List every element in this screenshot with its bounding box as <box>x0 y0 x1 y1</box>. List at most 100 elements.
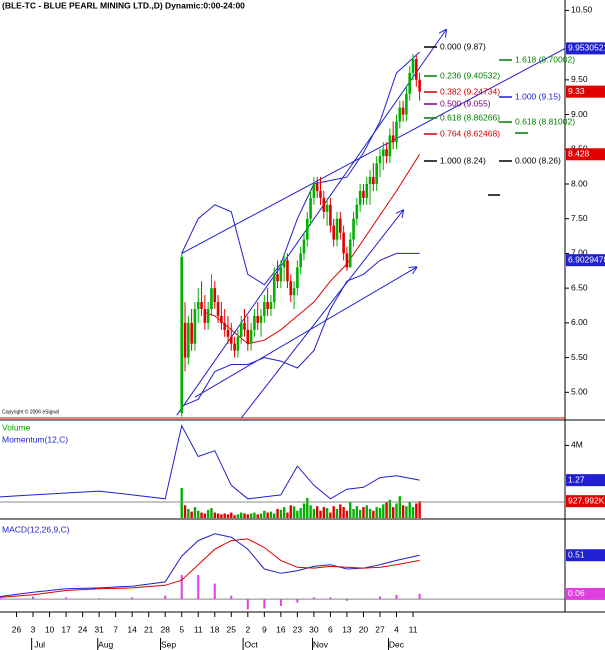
volume-bar <box>266 512 269 518</box>
price-box <box>566 42 605 55</box>
x-tick-label: 28 <box>160 624 170 634</box>
volume-bar <box>388 499 392 518</box>
price-box-label: 8.428 <box>568 149 590 159</box>
fib-label: 1.000 (9.15) <box>515 91 561 101</box>
macd-panel <box>0 533 565 610</box>
candle-body <box>236 336 240 351</box>
y-tick-label: 9.00 <box>571 109 588 119</box>
volume-bar <box>335 508 339 518</box>
candle-body <box>302 239 306 254</box>
volume-bar <box>415 503 418 518</box>
volume-bar <box>395 503 398 518</box>
volume-bar <box>273 513 276 518</box>
volume-bar <box>243 513 246 518</box>
price-panel <box>176 30 565 418</box>
candle-body <box>342 232 345 254</box>
y-tick-label: 4M <box>571 440 583 450</box>
candle-body <box>286 260 289 282</box>
candle-body <box>256 315 260 323</box>
volume-bar <box>246 514 250 518</box>
volume-bar <box>382 504 385 518</box>
x-tick-label: 25 <box>227 624 237 634</box>
candle-body <box>269 302 273 309</box>
volume-bar <box>206 509 210 518</box>
fib-label: 1.618 (9.70002) <box>515 54 575 64</box>
x-tick-label: 4 <box>394 624 399 634</box>
macd-box <box>566 549 605 562</box>
y-tick-label: 7.00 <box>571 248 588 258</box>
volume-bar <box>342 507 345 518</box>
trendline <box>240 210 403 418</box>
candle-body <box>398 107 402 122</box>
x-tick-label: 26 <box>12 624 22 634</box>
histogram-bar <box>418 593 421 600</box>
price-box-label: 9.33 <box>568 86 585 96</box>
candle-body <box>266 302 269 309</box>
volume-box <box>566 495 605 508</box>
fib-label: 0.382 (9.24734) <box>440 86 500 96</box>
volume-box-label: 927.992K <box>568 495 605 505</box>
trendline <box>181 47 565 254</box>
volume-bar <box>193 507 197 518</box>
volume-bar <box>355 506 359 518</box>
candle-body <box>246 329 250 344</box>
candle-body <box>415 59 418 80</box>
volume-bar <box>203 513 207 518</box>
x-tick-label: 30 <box>309 624 319 634</box>
price-box <box>566 148 605 161</box>
candle-body <box>408 72 412 94</box>
copyright: Copyright © 2006 eSignal <box>2 408 59 415</box>
candle-body <box>401 107 405 115</box>
chart-title: (BLE-TC - BLUE PEARL MINING LTD.,D) Dyna… <box>2 0 245 10</box>
candle-body <box>319 190 322 198</box>
histogram-bar <box>263 599 266 609</box>
x-tick-label: 2 <box>245 624 250 634</box>
x-tick-label: 10 <box>45 624 55 634</box>
candle-body <box>345 253 349 268</box>
histogram-bar <box>329 597 332 600</box>
histogram-box <box>566 587 605 600</box>
volume-bar <box>180 488 183 518</box>
candle-body <box>206 308 210 323</box>
candle-body <box>279 267 283 282</box>
x-tick-label: 20 <box>359 624 369 634</box>
x-tick-label: 11 <box>194 624 203 634</box>
candle-body <box>418 79 421 92</box>
candle-body <box>289 281 293 296</box>
candle-body <box>253 315 256 330</box>
y-tick-label: 7.50 <box>571 213 588 223</box>
histogram-bar <box>164 595 167 600</box>
fib-label: 0.236 (9.40532) <box>440 70 500 80</box>
candle-body <box>296 267 299 289</box>
x-tick-label: 11 <box>409 624 418 634</box>
band-lower <box>181 252 420 407</box>
trendline <box>176 30 446 416</box>
candle-body <box>405 93 408 115</box>
volume-bar <box>233 515 236 518</box>
candle-body <box>339 218 342 233</box>
volume-bar <box>385 501 388 518</box>
histogram-bar <box>230 595 233 600</box>
candle-body <box>226 329 230 337</box>
volume-bar <box>256 514 259 518</box>
candle-body <box>309 197 312 219</box>
candle-body <box>183 322 187 358</box>
volume-bar <box>279 509 283 518</box>
volume-bar <box>319 510 322 518</box>
candle-body <box>220 315 223 323</box>
histogram-bar <box>98 598 101 600</box>
candle-body <box>180 256 184 414</box>
candle-body <box>322 197 326 212</box>
candle-body <box>292 288 296 296</box>
candle-body <box>372 177 375 185</box>
x-tick-label: 13 <box>342 624 352 634</box>
volume-bar <box>325 508 329 518</box>
volume-bar <box>411 507 415 518</box>
histogram-bar <box>213 583 216 600</box>
candle-body <box>305 218 309 240</box>
x-tick-label: 21 <box>144 624 154 634</box>
volume-bar <box>236 514 240 518</box>
volume-bar <box>365 505 368 518</box>
candle-body <box>325 204 329 212</box>
volume-bar <box>269 511 273 518</box>
